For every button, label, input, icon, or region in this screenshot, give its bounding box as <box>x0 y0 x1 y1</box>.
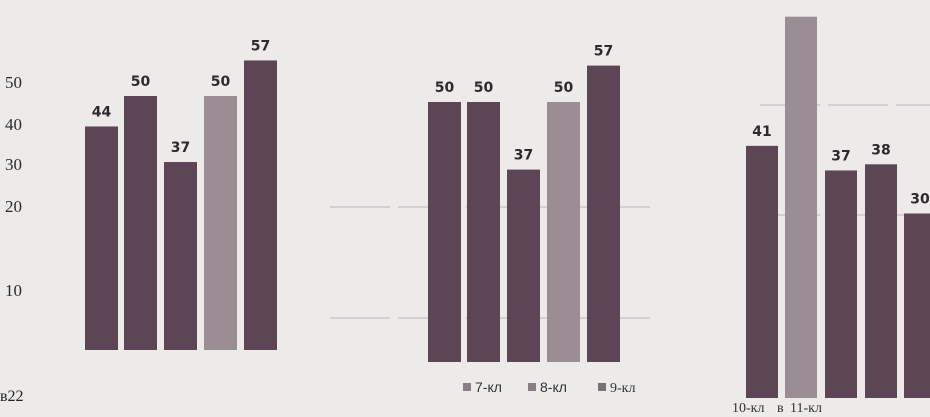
y-tick-label: 30 <box>5 155 22 174</box>
legend-swatch <box>598 383 606 391</box>
data-label: 41 <box>752 124 771 140</box>
bar <box>244 60 277 350</box>
bar <box>467 102 500 362</box>
data-label: 30 <box>910 192 930 208</box>
legend-swatch <box>528 383 536 391</box>
data-label: 50 <box>211 74 231 90</box>
bar <box>124 96 157 350</box>
data-label: 37 <box>514 148 533 164</box>
bar <box>547 102 580 362</box>
data-label: 50 <box>474 80 494 96</box>
caption-fragment: в22 <box>0 388 24 405</box>
data-label: 50 <box>554 80 574 96</box>
data-labels: 44 50 37 50 57 50 50 37 50 57 41 37 38 30 <box>92 38 930 207</box>
data-label: 50 <box>435 80 455 96</box>
y-tick-label: 20 <box>5 197 22 216</box>
bar <box>904 213 930 398</box>
bar <box>865 164 897 398</box>
data-label: 37 <box>831 148 850 164</box>
data-label: 38 <box>871 142 890 158</box>
data-label: 44 <box>92 104 112 120</box>
legend-label: 11-кл <box>790 401 822 416</box>
legend-label: 8-кл <box>540 379 567 395</box>
bar <box>746 145 778 398</box>
bar <box>428 102 461 362</box>
y-tick-label: 10 <box>5 281 22 300</box>
y-tick-label: 50 <box>5 73 22 92</box>
y-axis-ticks: 50 40 30 20 10 <box>5 73 22 300</box>
legend-label: 10-кл <box>732 401 764 416</box>
data-label: 57 <box>251 38 270 54</box>
bar <box>507 169 540 362</box>
legends: 7-кл 8-кл 9-кл 10-кл в 11-кл <box>463 379 822 416</box>
bar <box>825 170 857 398</box>
bar <box>785 16 817 398</box>
legend-swatch <box>463 383 471 391</box>
y-tick-label: 40 <box>5 115 22 134</box>
bars <box>85 16 930 398</box>
legend-separator: в <box>777 401 784 416</box>
data-label: 37 <box>171 140 190 156</box>
bar <box>587 65 620 362</box>
data-label: 50 <box>131 74 151 90</box>
bar <box>164 162 197 350</box>
bar <box>85 126 118 350</box>
legend-label: 7-кл <box>475 379 502 395</box>
data-label: 57 <box>594 44 613 60</box>
bar <box>204 96 237 350</box>
legend-label: 9-кл <box>610 381 635 396</box>
